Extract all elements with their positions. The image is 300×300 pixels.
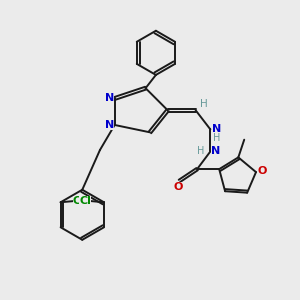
Text: H: H	[213, 133, 220, 142]
Text: N: N	[105, 94, 114, 103]
Text: O: O	[173, 182, 183, 192]
Text: N: N	[211, 146, 220, 157]
Text: O: O	[258, 166, 267, 176]
Text: N: N	[212, 124, 221, 134]
Text: N: N	[105, 120, 114, 130]
Text: H: H	[200, 99, 208, 109]
Text: Cl: Cl	[73, 196, 85, 206]
Text: H: H	[197, 146, 205, 157]
Text: Cl: Cl	[79, 196, 91, 206]
